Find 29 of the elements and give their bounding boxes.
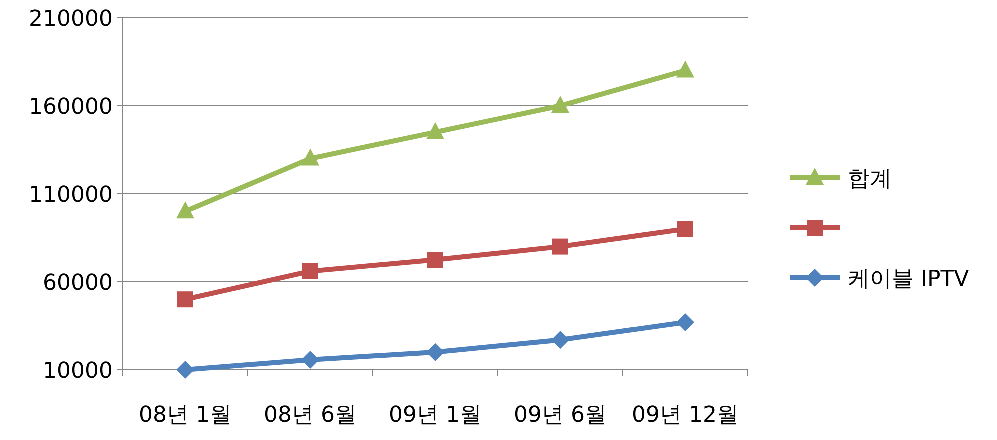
point [428,252,444,268]
point [178,292,194,308]
x-tick-label: 09년 1월 [389,403,482,428]
point [426,343,444,362]
y-tick-label: 210000 [29,7,113,32]
point [552,96,570,113]
legend-label: 케이블 IPTV [848,267,970,292]
point [302,350,320,369]
point [676,313,694,332]
x-tick-label: 08년 1월 [139,403,232,428]
y-tick-label: 60000 [43,271,113,296]
x-tick-label: 09년 12월 [632,403,739,428]
legend-label: 합계 [848,167,892,192]
y-tick-label: 160000 [29,95,113,120]
point [552,331,570,350]
point [302,263,318,280]
point [552,238,568,255]
y-tick-label: 10000 [43,359,113,384]
x-tick-label: 08년 6월 [264,403,357,428]
legend-item: 합계 [790,167,892,192]
x-tick-label: 09년 6월 [514,403,607,428]
point [678,221,694,238]
legend-item: 케이블 IPTV [790,267,970,292]
point [302,148,320,166]
point [176,202,194,219]
point [426,122,444,140]
point [176,361,194,379]
point [676,60,694,78]
y-tick-label: 110000 [29,183,113,208]
